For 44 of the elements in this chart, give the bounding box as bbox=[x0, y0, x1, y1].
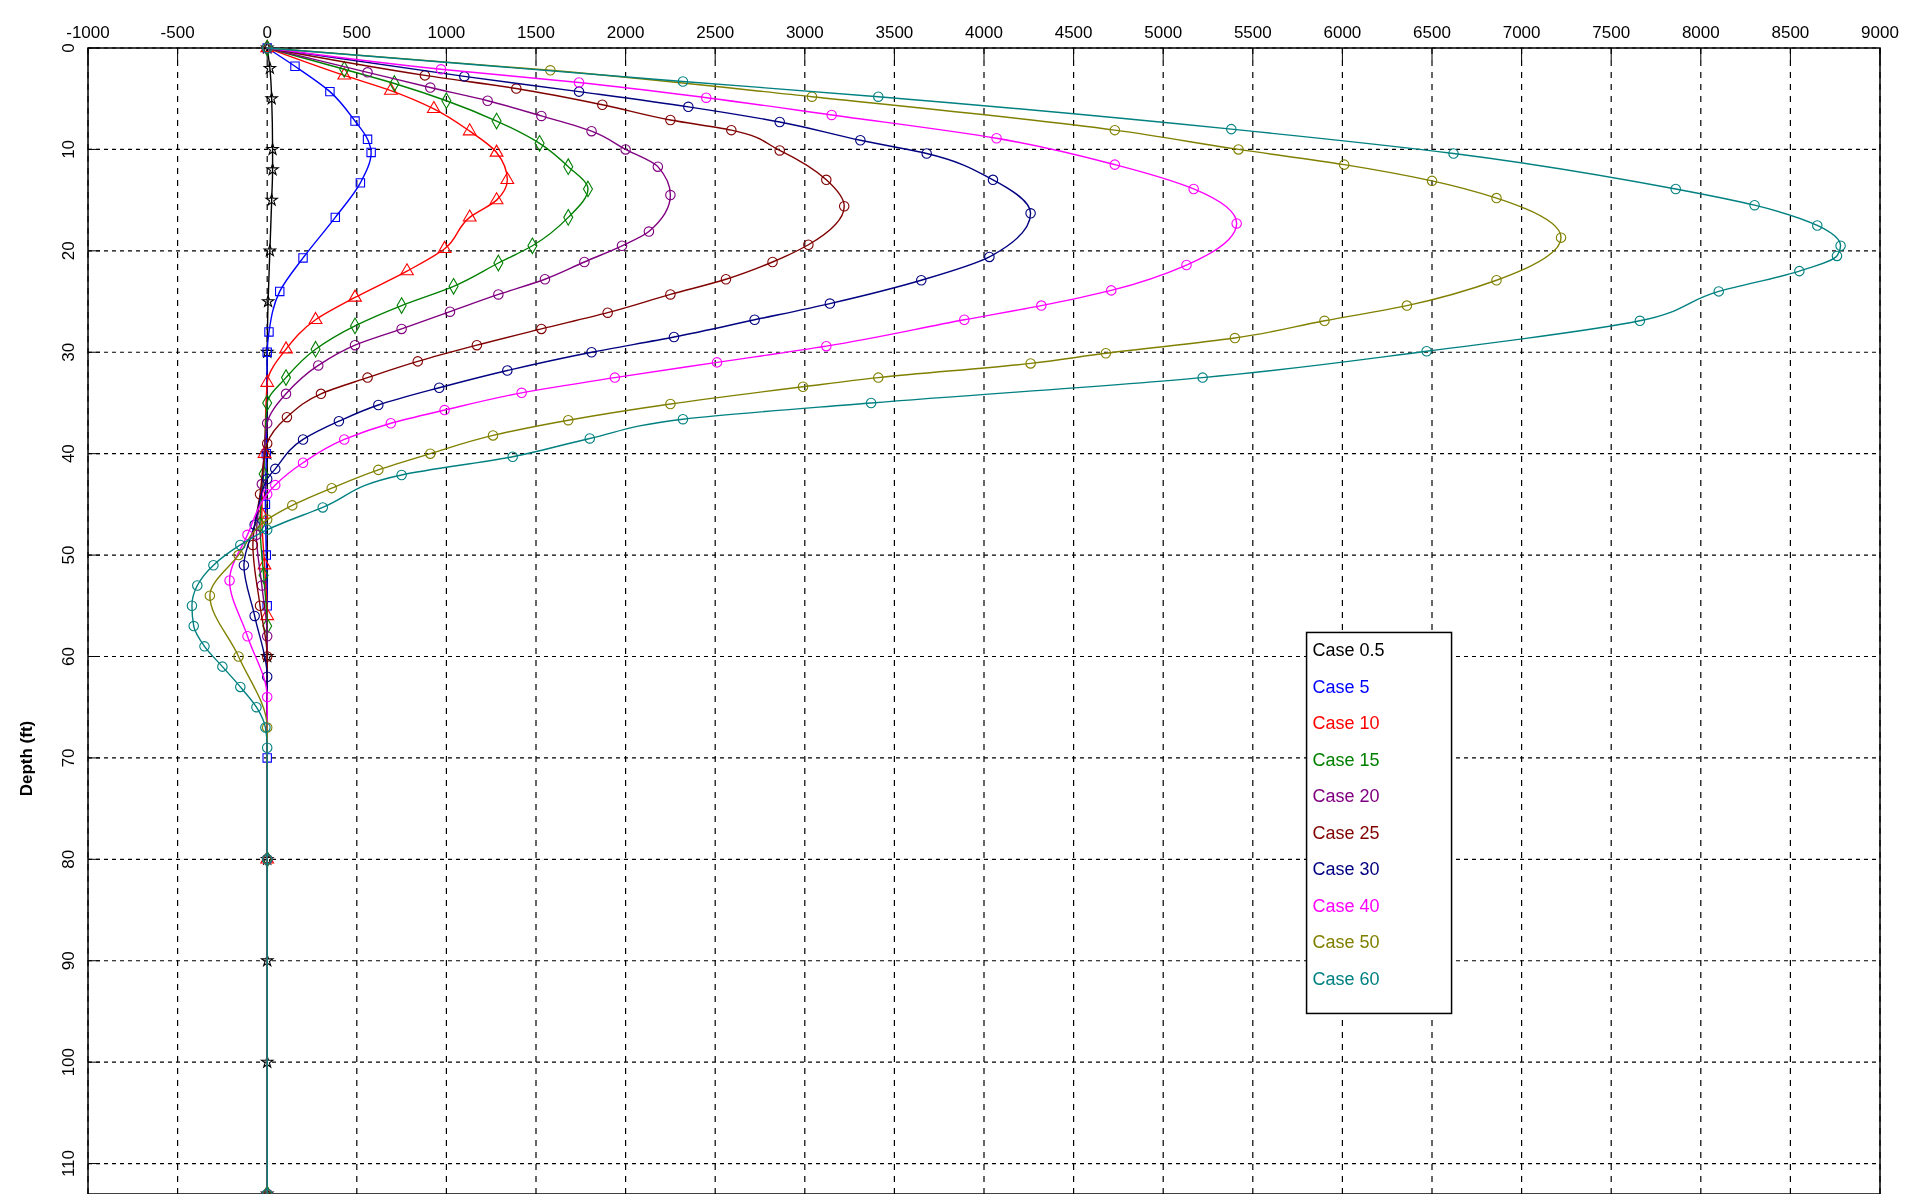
x-tick-label: -1000 bbox=[66, 23, 110, 42]
x-tick-label: -500 bbox=[160, 23, 195, 42]
y-tick-label: 80 bbox=[59, 849, 78, 869]
x-tick-label: 7500 bbox=[1592, 23, 1631, 42]
text: Case 60 bbox=[1312, 968, 1380, 989]
x-tick-label: 6500 bbox=[1413, 23, 1451, 42]
y-tick-label: 110 bbox=[59, 1150, 78, 1178]
x-tick-label: 8500 bbox=[1771, 23, 1810, 42]
x-tick-label: 4500 bbox=[1054, 23, 1093, 42]
x-tick-label: 2000 bbox=[606, 23, 645, 42]
x-tick-label: 500 bbox=[342, 23, 371, 42]
text: Case 25 bbox=[1312, 822, 1380, 843]
y-tick-label: 60 bbox=[59, 647, 78, 666]
x-tick-label: 6000 bbox=[1323, 23, 1362, 42]
x-tick-label: 5000 bbox=[1144, 23, 1183, 42]
y-tick-label: 100 bbox=[59, 1047, 78, 1077]
x-tick-label: 1000 bbox=[427, 23, 466, 42]
x-tick-label: 3000 bbox=[785, 23, 824, 42]
y-tick-label: 40 bbox=[59, 444, 78, 464]
text: Case 15 bbox=[1312, 749, 1380, 770]
y-tick-label: 0 bbox=[59, 43, 78, 53]
text: Case 5 bbox=[1312, 676, 1370, 697]
text: Case 20 bbox=[1312, 786, 1380, 807]
text: Case 50 bbox=[1312, 932, 1380, 953]
y-tick-label: 70 bbox=[59, 748, 78, 768]
x-tick-label: 3500 bbox=[875, 23, 914, 42]
text: Case 30 bbox=[1312, 859, 1380, 880]
text: Case 40 bbox=[1312, 895, 1380, 916]
y-tick-label: 90 bbox=[59, 951, 78, 971]
x-tick-label: 1500 bbox=[517, 23, 555, 42]
text: Case 0.5 bbox=[1312, 640, 1385, 661]
x-tick-label: 2500 bbox=[696, 23, 735, 42]
x-tick-label: 4000 bbox=[965, 23, 1003, 42]
y-tick-label: 30 bbox=[59, 342, 78, 362]
x-tick-label: 5500 bbox=[1233, 23, 1272, 42]
y-tick-label: 20 bbox=[59, 241, 78, 261]
x-tick-label: 9000 bbox=[1861, 23, 1899, 42]
x-tick-label: 0 bbox=[262, 23, 272, 42]
x-tick-label: 7000 bbox=[1502, 23, 1541, 42]
y-axis-title: Depth (ft) bbox=[17, 720, 36, 797]
text: Case 10 bbox=[1312, 713, 1380, 734]
y-tick-label: 10 bbox=[59, 139, 78, 159]
y-tick-label: 50 bbox=[59, 545, 78, 565]
x-tick-label: 8000 bbox=[1681, 23, 1720, 42]
